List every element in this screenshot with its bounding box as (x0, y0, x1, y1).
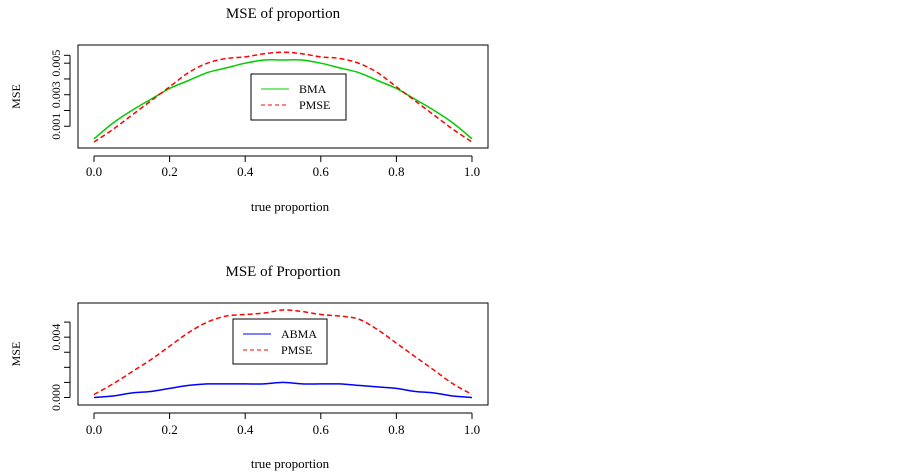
legend-box (250, 73, 347, 121)
x-tick-label: 1.0 (464, 422, 480, 437)
legend-label: PMSE (281, 343, 312, 357)
x-tick-label: 0.4 (237, 164, 254, 179)
y-tick-label: 0.000 (49, 384, 63, 411)
legend-label: PMSE (299, 98, 330, 112)
x-tick-label: 0.0 (86, 164, 102, 179)
x-tick-label: 0.8 (388, 422, 404, 437)
plot-frame (77, 44, 489, 149)
x-tick-label: 0.2 (161, 422, 177, 437)
y-axis-label: MSE (9, 342, 23, 367)
plot-frame (77, 302, 489, 406)
legend-box (232, 318, 328, 365)
y-tick-label: 0.003 (49, 81, 63, 108)
series-line-abma (93, 381, 473, 399)
x-axis-label: true proportion (251, 456, 330, 471)
x-tick-label: 0.2 (161, 164, 177, 179)
x-tick-label: 0.8 (388, 164, 404, 179)
x-tick-label: 1.0 (464, 164, 480, 179)
legend: BMA PMSE (250, 73, 347, 121)
legend-label: ABMA (281, 327, 317, 341)
legend: ABMA PMSE (232, 318, 328, 365)
x-tick-label: 0.6 (313, 422, 330, 437)
y-axis-label: MSE (9, 84, 23, 109)
legend-label: BMA (299, 82, 327, 96)
x-tick-label: 0.0 (86, 422, 102, 437)
series-line-pmse (93, 51, 473, 143)
y-tick-label: 0.005 (49, 50, 63, 77)
chart-title: MSE of proportion (226, 6, 341, 22)
x-tick-label: 0.6 (313, 164, 330, 179)
series-line-pmse (93, 309, 473, 396)
y-tick-label: 0.004 (49, 324, 63, 351)
y-tick-label: 0.001 (49, 113, 63, 140)
chart-top: MSE of proportion 0.0 0.2 0.4 0.6 0.8 1.0 0.001… (9, 6, 489, 214)
x-tick-label: 0.4 (237, 422, 254, 437)
x-axis-label: true proportion (251, 199, 330, 214)
chart-bottom: MSE of Proportion 0.0 0.2 0.4 0.6 0.8 1.0 0.000… (9, 264, 489, 471)
chart-title: MSE of Proportion (225, 264, 341, 280)
